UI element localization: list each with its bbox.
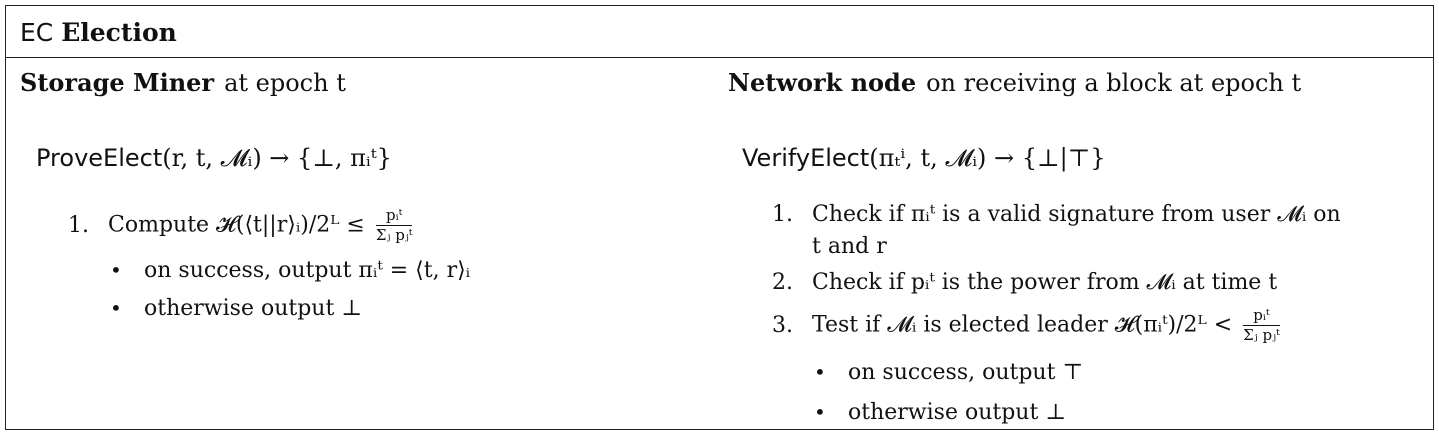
right-column-heading: Network node on receiving a block at epoc… [728,68,1301,97]
box-title: EC Election [20,18,177,47]
right-fraction-denominator: Σⱼ pⱼᵗ [1243,326,1280,344]
verify-elect-name: VerifyElect [742,144,870,172]
right-bullet-success-text: on success, output ⊤ [848,360,1084,385]
left-bullet-success-text: on success, output πᵢᵗ = ⟨t, r⟩ᵢ [144,258,471,283]
prove-elect-name: ProveElect [36,144,163,172]
prove-elect-args: (r, t, 𝓜ᵢ) → {⊥, πᵢᵗ} [162,144,392,172]
left-bullet-otherwise-text: otherwise output ⊥ [144,296,362,321]
left-step-1-text: Compute 𝓗(⟨t||r⟩ᵢ)/2ᴸ ≤ [108,212,365,238]
right-step-3: 3. Test if 𝓜ᵢ is elected leader 𝓗(πᵢᵗ)/2ᴸ… [772,308,1280,343]
right-step-3-number: 3. [772,312,793,338]
left-bullet-success: • on success, output πᵢᵗ = ⟨t, r⟩ᵢ [110,258,470,283]
right-step-2-text: Check if pᵢᵗ is the power from 𝓜ᵢ at tim… [812,270,1278,295]
left-column-heading: Storage Miner at epoch t [20,68,346,97]
right-step-1-text: Check if πᵢᵗ is a valid signature from u… [812,202,1341,227]
right-heading-rest: on receiving a block at epoch t [926,69,1302,97]
right-heading-bold: Network node [728,68,917,97]
left-heading-bold: Storage Miner [20,68,215,97]
right-bullet-success: • on success, output ⊤ [814,360,1083,385]
bullet-icon: • [814,400,826,424]
bullet-icon: • [110,258,122,282]
left-fraction-numerator: pᵢᵗ [375,208,413,226]
right-step-1: 1. Check if πᵢᵗ is a valid signature from… [772,202,1341,227]
prove-elect-signature: ProveElect(r, t, 𝓜ᵢ) → {⊥, πᵢᵗ} [36,144,392,172]
right-step-1-continuation: t and r [812,234,887,259]
verify-elect-args: (πₜⁱ, t, 𝓜ᵢ) → {⊥|⊤} [869,144,1106,172]
left-fraction-denominator: Σⱼ pⱼᵗ [375,226,413,244]
bullet-icon: • [814,360,826,384]
left-heading-rest: at epoch t [224,69,346,97]
left-step-1-number: 1. [68,212,89,238]
left-step-1: 1. Compute 𝓗(⟨t||r⟩ᵢ)/2ᴸ ≤ pᵢᵗ Σⱼ pⱼᵗ [68,208,413,244]
right-step-2-number: 2. [772,270,793,295]
right-step-2: 2. Check if pᵢᵗ is the power from 𝓜ᵢ at t… [772,270,1277,295]
right-fraction-numerator: pᵢᵗ [1243,308,1280,326]
right-bullet-otherwise: • otherwise output ⊥ [814,400,1066,425]
title-text: Election [61,18,177,47]
box-header: EC Election [6,6,1433,58]
bullet-icon: • [110,296,122,320]
election-box: EC Election Storage Miner at epoch t Prov… [5,5,1434,430]
right-step-3-fraction: pᵢᵗ Σⱼ pⱼᵗ [1243,308,1280,343]
right-step-1-number: 1. [772,202,793,227]
right-bullet-otherwise-text: otherwise output ⊥ [848,400,1066,425]
right-step-3-text: Test if 𝓜ᵢ is elected leader 𝓗(πᵢᵗ)/2ᴸ < [812,312,1233,338]
verify-elect-signature: VerifyElect(πₜⁱ, t, 𝓜ᵢ) → {⊥|⊤} [742,144,1106,172]
left-step-1-fraction: pᵢᵗ Σⱼ pⱼᵗ [375,208,413,244]
left-bullet-otherwise: • otherwise output ⊥ [110,296,362,321]
title-prefix: EC [20,18,54,47]
